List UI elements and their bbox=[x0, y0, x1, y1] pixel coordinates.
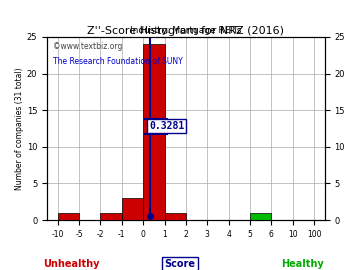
Text: Healthy: Healthy bbox=[281, 259, 324, 269]
Text: Unhealthy: Unhealthy bbox=[43, 259, 100, 269]
Title: Z''-Score Histogram for NRZ (2016): Z''-Score Histogram for NRZ (2016) bbox=[87, 26, 284, 36]
Text: Score: Score bbox=[165, 259, 195, 269]
Text: The Research Foundation of SUNY: The Research Foundation of SUNY bbox=[53, 57, 182, 66]
Bar bbox=[143, 44, 165, 220]
Bar bbox=[122, 198, 143, 220]
Text: 0.3281: 0.3281 bbox=[149, 121, 184, 131]
Bar bbox=[100, 213, 122, 220]
Bar bbox=[250, 213, 271, 220]
Bar bbox=[58, 213, 79, 220]
Y-axis label: Number of companies (31 total): Number of companies (31 total) bbox=[15, 67, 24, 190]
Bar bbox=[165, 213, 186, 220]
Text: ©www.textbiz.org: ©www.textbiz.org bbox=[53, 42, 122, 51]
Text: Industry: Mortgage REITs: Industry: Mortgage REITs bbox=[130, 26, 242, 35]
